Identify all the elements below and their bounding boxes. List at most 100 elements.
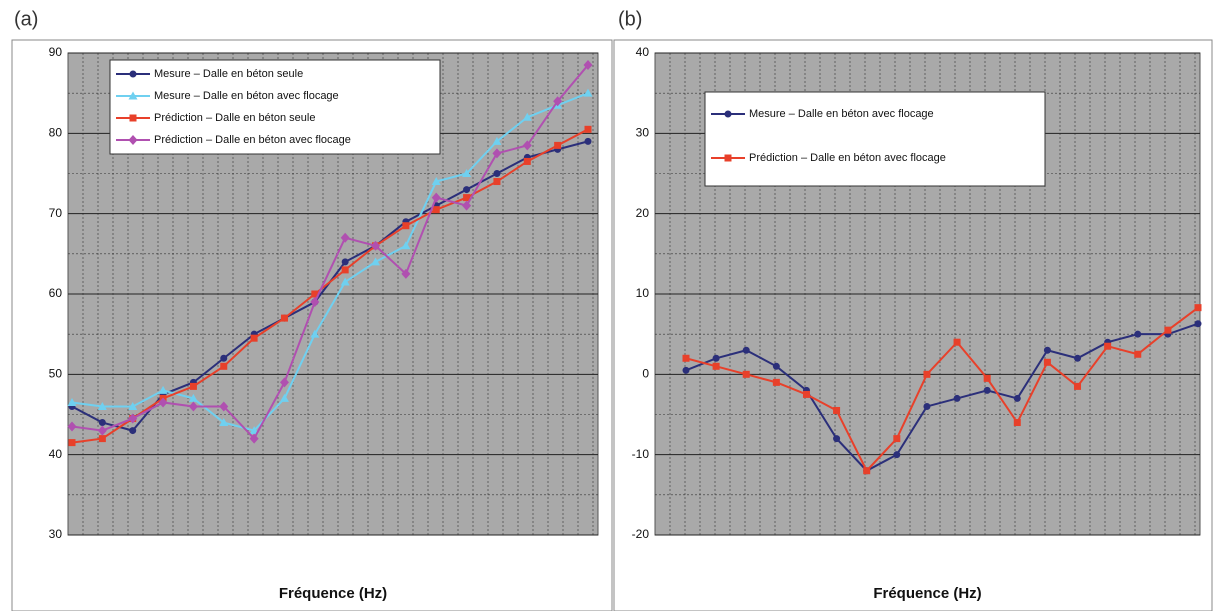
marker [712, 354, 720, 362]
marker [220, 362, 228, 370]
marker [402, 222, 410, 230]
marker [341, 258, 349, 266]
marker [983, 386, 991, 394]
marker [249, 426, 259, 435]
marker [953, 394, 961, 402]
marker [128, 413, 138, 424]
legend-box [704, 91, 1046, 187]
marker [1164, 326, 1172, 334]
marker [583, 88, 593, 97]
y-tick-label: 10 [636, 286, 650, 300]
marker [188, 401, 198, 412]
y-tick-label: 80 [49, 126, 63, 140]
marker [742, 370, 750, 378]
marker [128, 135, 138, 145]
marker [401, 268, 411, 279]
marker [462, 169, 472, 177]
marker [682, 366, 690, 374]
marker [1074, 354, 1082, 362]
marker [219, 401, 229, 412]
marker [67, 421, 77, 432]
marker [463, 194, 471, 202]
y-tick-label: 90 [49, 45, 63, 59]
marker [158, 397, 168, 408]
marker [923, 370, 931, 378]
marker [220, 354, 228, 362]
marker [340, 277, 350, 286]
marker [68, 439, 76, 447]
marker [953, 338, 961, 346]
legend-label: Mesure – Dalle en béton avec flocage [154, 90, 339, 102]
marker [833, 435, 841, 443]
series-line [685, 306, 1199, 473]
marker [311, 290, 319, 298]
panel-label: (b) [618, 8, 642, 30]
x-axis-label: Fréquence (Hz) [279, 585, 387, 602]
marker [129, 114, 137, 122]
marker [523, 157, 531, 165]
marker [923, 402, 931, 410]
marker [1194, 304, 1202, 312]
y-tick-label: 70 [49, 206, 63, 220]
marker [742, 346, 750, 354]
marker [1013, 394, 1021, 402]
marker [67, 397, 77, 406]
marker [249, 433, 259, 444]
marker [712, 362, 720, 370]
marker [250, 334, 258, 342]
y-tick-label: 40 [636, 45, 650, 59]
marker [371, 240, 381, 251]
marker [462, 200, 472, 211]
marker [310, 297, 320, 308]
marker [129, 427, 137, 435]
marker [310, 329, 320, 338]
legend-label: Prédiction – Dalle en béton avec flocage [749, 152, 946, 164]
marker [129, 70, 137, 78]
marker [432, 206, 440, 214]
series-line [71, 128, 589, 444]
y-tick-label: 30 [636, 126, 650, 140]
marker [371, 257, 381, 266]
marker [893, 435, 901, 443]
marker [97, 401, 107, 410]
x-axis-label: Fréquence (Hz) [873, 585, 981, 602]
legend-label: Prédiction – Dalle en béton seule [154, 112, 315, 124]
marker [1104, 342, 1112, 350]
series-line [71, 64, 589, 441]
marker [893, 451, 901, 459]
marker [833, 406, 841, 414]
y-tick-label: -10 [632, 447, 650, 461]
marker [724, 154, 732, 162]
y-tick-label: 60 [49, 286, 63, 300]
marker [802, 390, 810, 398]
marker [584, 125, 592, 133]
marker [97, 425, 107, 436]
marker [98, 419, 106, 427]
marker [1194, 320, 1202, 328]
marker [493, 178, 501, 186]
marker [1013, 419, 1021, 427]
marker [492, 148, 502, 159]
y-tick-label: 30 [49, 527, 63, 541]
marker [682, 354, 690, 362]
marker [219, 418, 229, 427]
marker [1043, 346, 1051, 354]
marker [1134, 330, 1142, 338]
marker [553, 96, 563, 107]
marker [128, 91, 138, 100]
marker [463, 186, 471, 194]
legend-label: Mesure – Dalle en béton avec flocage [749, 108, 934, 120]
marker [1043, 358, 1051, 366]
marker [522, 112, 532, 121]
marker [280, 314, 288, 322]
marker [584, 137, 592, 145]
marker [1074, 382, 1082, 390]
marker [128, 401, 138, 410]
marker [863, 467, 871, 475]
panel-label: (a) [14, 8, 38, 30]
marker [1134, 350, 1142, 358]
marker [279, 377, 289, 388]
marker [158, 385, 168, 394]
series-line [685, 322, 1199, 472]
